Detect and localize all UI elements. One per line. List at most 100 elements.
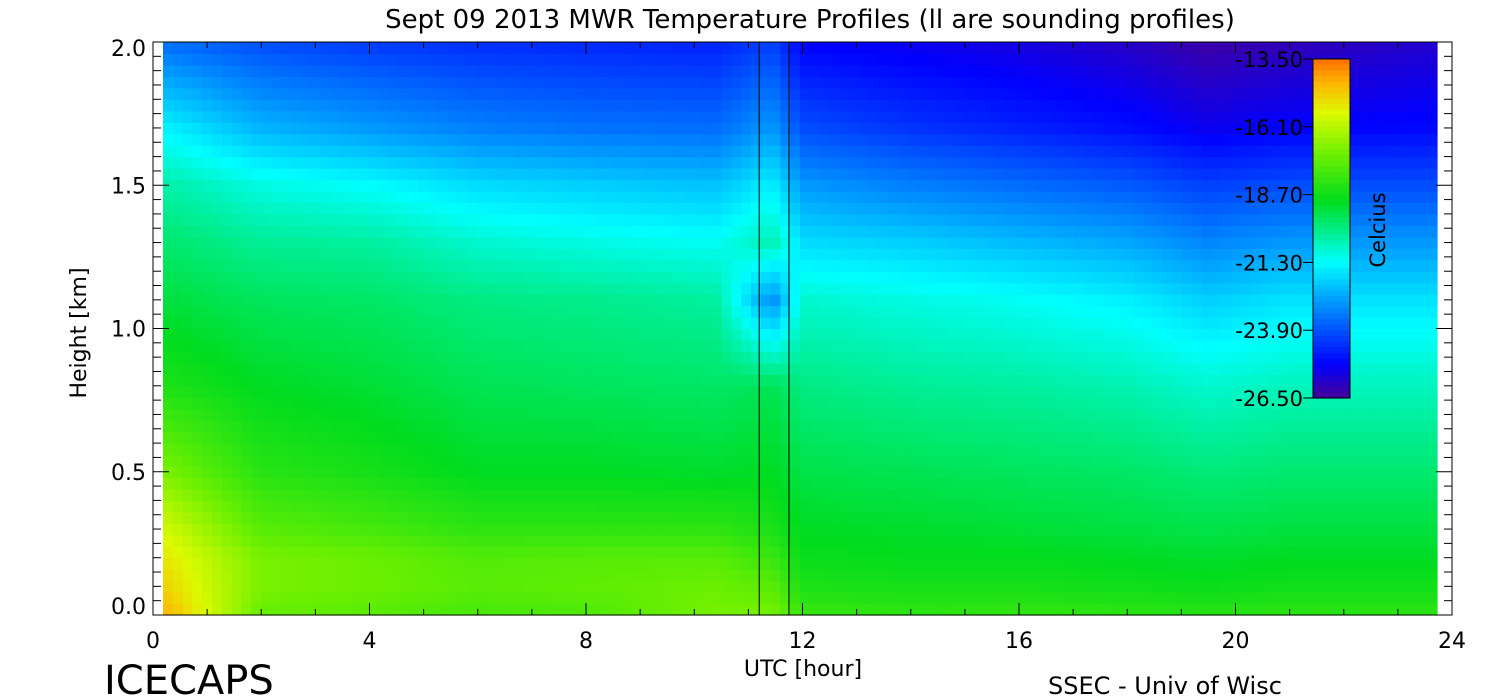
- heatmap-cell: [682, 156, 693, 169]
- heatmap-cell: [368, 305, 380, 318]
- heatmap-cell: [858, 156, 870, 169]
- heatmap-cell: [1074, 408, 1085, 421]
- heatmap-cell: [604, 122, 615, 135]
- heatmap-cell: [1045, 190, 1056, 204]
- heatmap-cell: [633, 168, 644, 181]
- heatmap-cell: [535, 603, 546, 616]
- heatmap-cell: [1103, 592, 1115, 605]
- heatmap-cell: [790, 431, 801, 444]
- heatmap-cell: [741, 64, 752, 77]
- heatmap-cell: [898, 454, 909, 467]
- heatmap-cell: [261, 53, 272, 66]
- heatmap-cell: [702, 374, 713, 387]
- heatmap-cell: [898, 87, 909, 100]
- heatmap-cell: [770, 420, 781, 433]
- heatmap-cell: [251, 351, 262, 364]
- heatmap-cell: [182, 557, 193, 570]
- heatmap-cell: [662, 488, 674, 501]
- heatmap-cell: [653, 99, 664, 112]
- heatmap-cell: [368, 339, 380, 353]
- heatmap-cell: [457, 385, 468, 398]
- heatmap-cell: [996, 511, 1007, 524]
- heatmap-cell: [231, 443, 242, 456]
- heatmap-cell: [427, 592, 438, 605]
- heatmap-cell: [349, 466, 360, 479]
- heatmap-cell: [241, 133, 252, 146]
- heatmap-cell: [202, 64, 213, 77]
- heatmap-cell: [692, 534, 703, 547]
- heatmap-cell: [251, 557, 262, 570]
- heatmap-cell: [202, 87, 213, 100]
- heatmap-cell: [672, 317, 683, 330]
- heatmap-cell: [819, 294, 830, 307]
- heatmap-cell: [721, 282, 732, 295]
- heatmap-cell: [398, 76, 409, 89]
- heatmap-cell: [731, 592, 742, 605]
- heatmap-cell: [760, 374, 772, 387]
- heatmap-cell: [898, 500, 909, 513]
- heatmap-cell: [741, 500, 752, 513]
- heatmap-cell: [417, 259, 429, 272]
- heatmap-cell: [261, 179, 272, 192]
- heatmap-cell: [535, 466, 546, 479]
- heatmap-cell: [1074, 534, 1085, 547]
- heatmap-cell: [339, 145, 350, 158]
- heatmap-cell: [280, 351, 291, 364]
- heatmap-cell: [594, 87, 605, 100]
- heatmap-cell: [388, 500, 399, 513]
- heatmap-cell: [231, 99, 242, 112]
- heatmap-cell: [800, 328, 811, 341]
- heatmap-cell: [770, 259, 781, 272]
- heatmap-cell: [310, 443, 321, 456]
- heatmap-cell: [907, 454, 919, 467]
- heatmap-cell: [917, 259, 928, 272]
- heatmap-cell: [898, 431, 909, 444]
- heatmap-cell: [525, 557, 536, 570]
- heatmap-cell: [927, 145, 938, 158]
- heatmap-cell: [604, 225, 615, 238]
- heatmap-cell: [1005, 523, 1017, 536]
- heatmap-cell: [780, 488, 791, 501]
- heatmap-cell: [1015, 99, 1026, 112]
- heatmap-cell: [721, 351, 732, 364]
- heatmap-cell: [1035, 397, 1046, 410]
- heatmap-cell: [349, 328, 360, 341]
- heatmap-cell: [555, 443, 566, 456]
- heatmap-cell: [966, 477, 977, 490]
- heatmap-cell: [1123, 53, 1134, 66]
- heatmap-cell: [731, 110, 742, 123]
- heatmap-cell: [1074, 580, 1085, 593]
- heatmap-cell: [182, 328, 193, 341]
- heatmap-cell: [555, 110, 566, 123]
- heatmap-cell: [741, 133, 752, 146]
- heatmap-cell: [359, 385, 370, 398]
- heatmap-cell: [192, 511, 203, 524]
- heatmap-cell: [751, 511, 762, 524]
- heatmap-cell: [398, 374, 409, 387]
- heatmap-cell: [1123, 213, 1134, 226]
- heatmap-cell: [1103, 546, 1115, 559]
- heatmap-cell: [1064, 477, 1075, 490]
- heatmap-cell: [790, 362, 801, 375]
- heatmap-cell: [545, 466, 556, 479]
- heatmap-cell: [172, 511, 184, 524]
- heatmap-cell: [662, 225, 674, 238]
- heatmap-cell: [192, 53, 203, 66]
- heatmap-cell: [633, 351, 644, 364]
- heatmap-cell: [555, 202, 566, 215]
- heatmap-cell: [398, 362, 409, 375]
- heatmap-cell: [466, 248, 478, 261]
- heatmap-cell: [270, 99, 282, 112]
- heatmap-cell: [937, 431, 948, 444]
- heatmap-cell: [231, 236, 242, 249]
- heatmap-cell: [1035, 225, 1046, 238]
- heatmap-cell: [329, 328, 340, 341]
- heatmap-cell: [1123, 282, 1134, 295]
- heatmap-cell: [653, 248, 664, 261]
- heatmap-cell: [192, 385, 203, 398]
- heatmap-cell: [1064, 64, 1075, 77]
- heatmap-cell: [633, 592, 644, 605]
- heatmap-cell: [192, 294, 203, 307]
- heatmap-cell: [986, 454, 997, 467]
- heatmap-cell: [996, 546, 1007, 559]
